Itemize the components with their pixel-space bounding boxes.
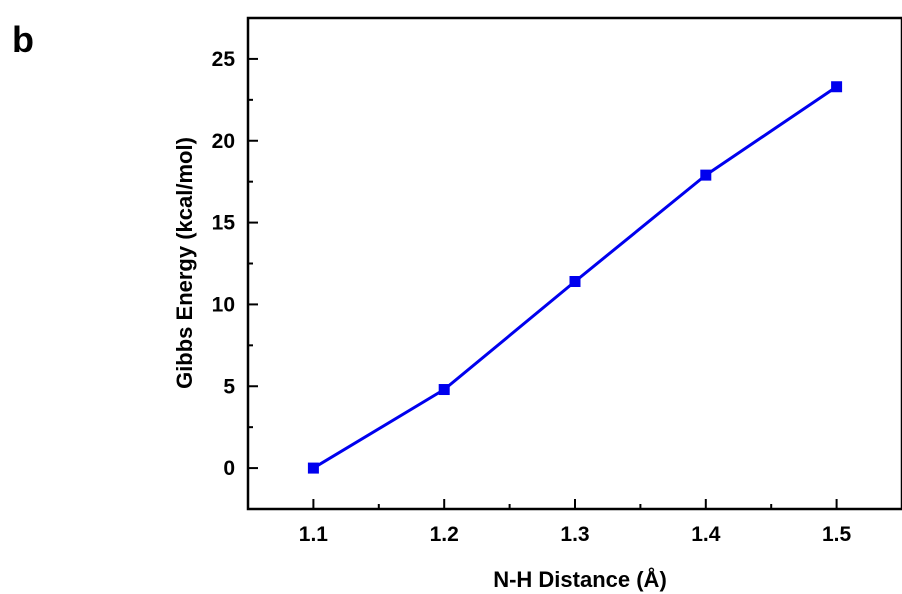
data-point [831,81,843,93]
x-tick-label: 1.4 [691,523,721,546]
y-tick-label: 5 [223,375,235,398]
data-point [569,276,581,288]
plot-frame [246,16,902,511]
y-axis-title: Gibbs Energy (kcal/mol) [172,137,197,389]
y-tick-label: 15 [212,212,236,235]
x-tick-label: 1.5 [822,523,852,546]
plot-area [246,16,902,511]
x-tick-label: 1.3 [560,523,589,546]
panel-label: b [12,19,34,60]
x-axis-title: N-H Distance (Å) [493,566,667,592]
y-tick-label: 20 [212,130,235,153]
data-point [438,384,450,396]
series-layer [307,81,843,474]
x-axis: 1.1 1.2 1.3 1.4 1.5 [299,499,852,546]
y-axis: 0 5 10 15 20 25 [212,48,258,480]
y-tick-label: 0 [223,457,235,480]
data-point [700,169,712,181]
y-tick-label: 10 [212,293,235,316]
data-point [307,462,319,474]
x-tick-label: 1.2 [430,523,459,546]
y-tick-label: 25 [212,48,236,71]
x-tick-label: 1.1 [299,523,329,546]
